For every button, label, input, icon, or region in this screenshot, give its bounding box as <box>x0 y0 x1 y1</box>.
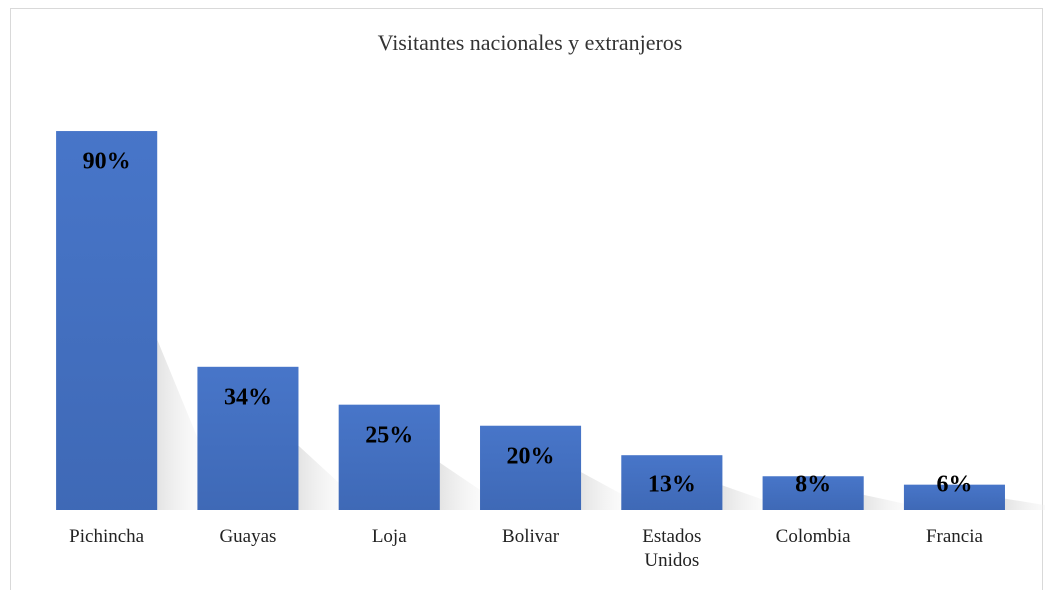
value-label: 8% <box>795 472 831 498</box>
bar-shade <box>621 455 723 510</box>
value-label: 25% <box>365 422 413 448</box>
value-label: 90% <box>83 149 131 175</box>
bar-shadow <box>722 485 793 510</box>
value-label: 6% <box>936 472 972 498</box>
x-tick-label: Estados Unidos <box>642 526 702 571</box>
x-tick-label: Loja <box>371 526 407 547</box>
x-tick-label: Francia <box>925 526 983 547</box>
bar-shade <box>56 131 158 510</box>
bar-shadow <box>439 462 510 510</box>
bar-shade <box>197 366 299 510</box>
chart-title: Visitantes nacionales y extranjeros <box>378 30 683 55</box>
value-label: 13% <box>648 472 696 498</box>
bar-shade <box>338 404 440 510</box>
x-tick-label: Pichincha <box>69 526 145 547</box>
value-label: 20% <box>507 443 555 469</box>
x-tick-label: Bolivar <box>502 526 560 547</box>
bar-shade <box>480 425 582 510</box>
x-tick-label: Colombia <box>775 526 851 547</box>
bar-shade <box>762 476 864 510</box>
x-tick-label: Guayas <box>219 526 277 547</box>
bar-shadow <box>1004 498 1045 510</box>
value-label: 34% <box>224 384 272 410</box>
bar-shade <box>903 484 1005 510</box>
